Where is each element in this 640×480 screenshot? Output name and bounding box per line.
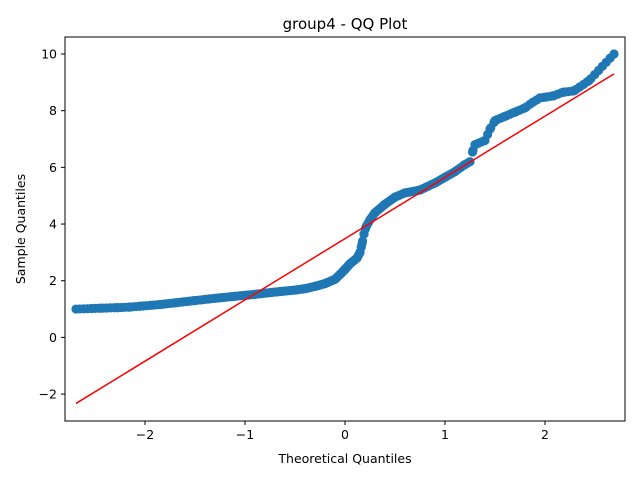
x-tick-label: −2 xyxy=(136,427,154,442)
x-axis-label: Theoretical Quantiles xyxy=(277,451,411,466)
x-tick-label: 2 xyxy=(541,427,549,442)
y-tick-label: 10 xyxy=(41,47,57,62)
x-axis-ticks: −2 −1 0 1 2 xyxy=(136,421,549,442)
y-tick-label: 8 xyxy=(49,103,57,118)
y-tick-label: 0 xyxy=(49,330,57,345)
reference-line xyxy=(76,74,614,404)
y-tick-label: 2 xyxy=(49,273,57,288)
y-tick-label: 4 xyxy=(49,217,57,232)
y-axis-ticks: −2 0 2 4 6 8 10 xyxy=(39,47,65,402)
x-tick-label: −1 xyxy=(236,427,254,442)
x-tick-label: 0 xyxy=(341,427,349,442)
y-tick-label: 6 xyxy=(49,160,57,175)
data-points xyxy=(71,49,618,313)
data-point xyxy=(605,54,614,63)
chart-title: group4 - QQ Plot xyxy=(283,15,408,33)
x-tick-label: 1 xyxy=(441,427,449,442)
y-tick-label: −2 xyxy=(39,387,57,402)
y-axis-label: Sample Quantiles xyxy=(13,174,28,284)
reference-line-group xyxy=(76,74,614,404)
